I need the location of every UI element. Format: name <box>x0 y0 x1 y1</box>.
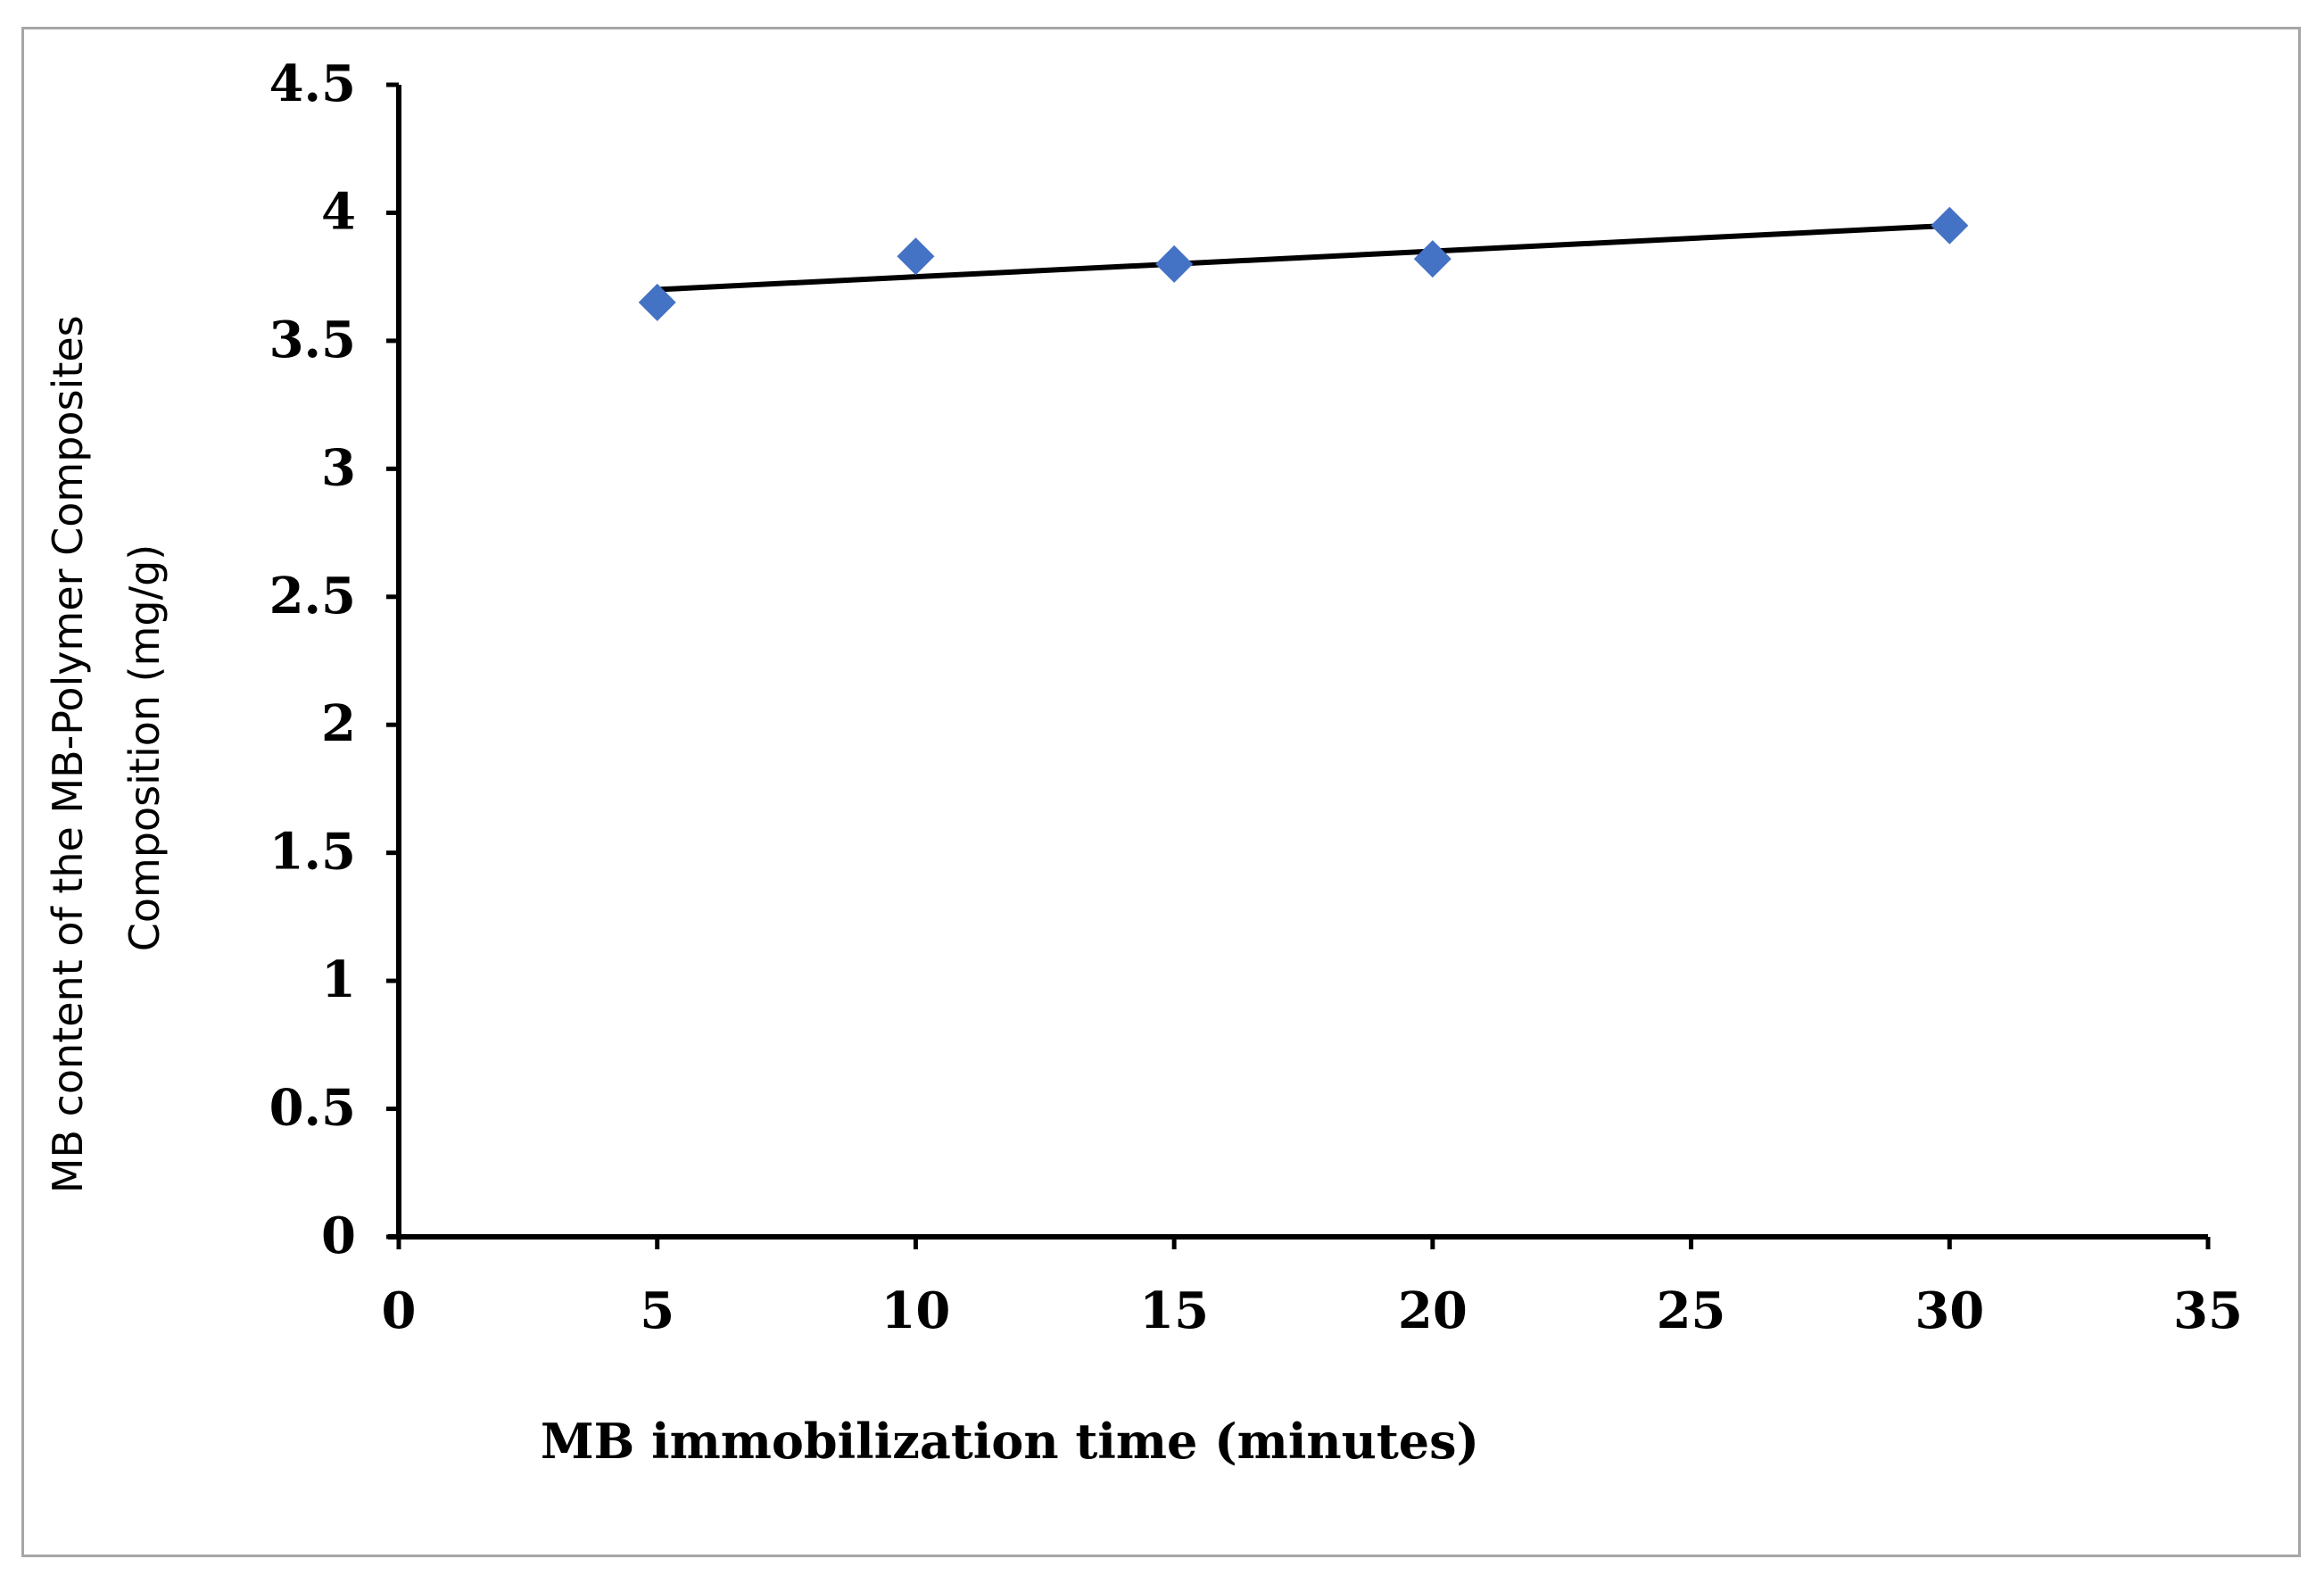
x-tick-label: 0 <box>382 1281 417 1340</box>
y-tick-label: 2.5 <box>269 567 356 626</box>
y-tick-label: 2 <box>321 694 356 753</box>
x-tick-label: 20 <box>1398 1281 1468 1340</box>
y-tick-label: 1.5 <box>269 823 356 882</box>
data-point-diamond <box>1931 206 1969 245</box>
y-tick-label: 3.5 <box>269 311 356 369</box>
x-tick-label: 15 <box>1139 1281 1209 1340</box>
axes <box>388 85 2208 1240</box>
x-tick-label: 30 <box>1915 1281 1984 1340</box>
y-axis-title-line-2: Composition (mg/g) <box>120 544 169 952</box>
data-point-diamond <box>1155 245 1194 283</box>
x-axis-title: MB immobilization time (minutes) <box>541 1413 1479 1470</box>
y-tick-label: 4 <box>321 182 356 241</box>
x-tick-label: 5 <box>640 1281 674 1340</box>
y-tick-label: 0 <box>321 1206 356 1265</box>
y-tick-label: 3 <box>321 438 356 497</box>
x-tick-label: 25 <box>1657 1281 1726 1340</box>
x-tick-label: 35 <box>2173 1281 2243 1340</box>
data-point-diamond <box>638 283 676 321</box>
trendline-group <box>657 222 1950 293</box>
ticks: 0 0.5 1 1.5 2 2.5 3 3.5 4 4.5 0 5 10 15 20 25 30 35 <box>269 54 2243 1340</box>
y-tick-label: 0.5 <box>269 1079 356 1138</box>
y-axis-title-line-1: MB content of the MB-Polymer Composites <box>44 315 92 1193</box>
data-point-diamond <box>1413 240 1451 278</box>
y-tick-label: 1 <box>321 950 356 1009</box>
x-tick-label: 10 <box>881 1281 950 1340</box>
y-tick-label: 4.5 <box>269 54 356 113</box>
data-points <box>638 206 1969 321</box>
linear-trendline <box>657 222 1950 293</box>
data-point-diamond <box>897 237 935 276</box>
y-axis-title: MB content of the MB-Polymer Composites … <box>44 303 169 1194</box>
